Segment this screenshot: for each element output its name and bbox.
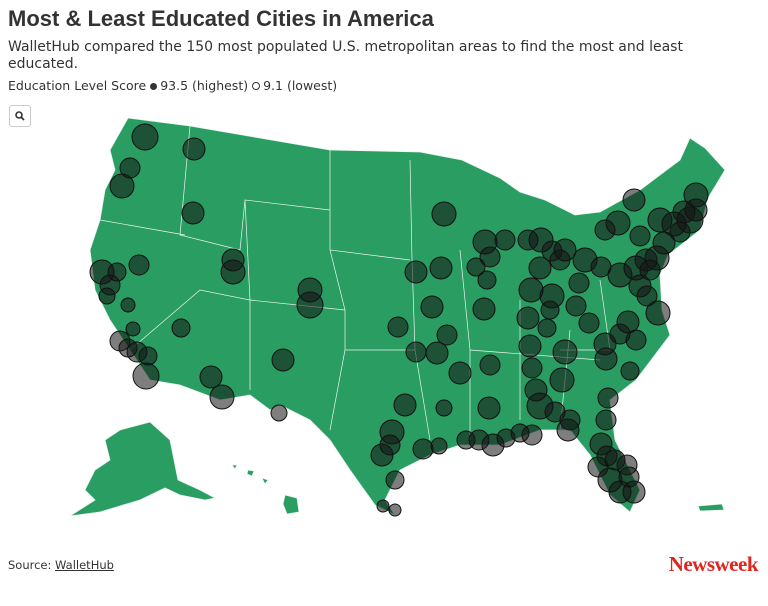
city-bubble[interactable] (494, 229, 516, 251)
source: Source: WalletHub (8, 558, 114, 572)
city-bubble[interactable] (431, 201, 457, 227)
city-bubble[interactable] (435, 399, 453, 417)
city-bubble[interactable] (132, 362, 160, 390)
zoom-button[interactable] (9, 105, 31, 127)
city-bubble[interactable] (636, 285, 658, 307)
city-bubble[interactable] (479, 354, 501, 376)
brand-logo: Newsweek (668, 552, 759, 576)
city-bubble[interactable] (595, 409, 617, 431)
zoom-icon (15, 111, 25, 121)
legend-min: 9.1 (lowest) (263, 78, 338, 93)
city-bubble[interactable] (622, 188, 646, 212)
city-bubble[interactable] (171, 318, 191, 338)
city-bubble[interactable] (537, 318, 557, 338)
city-bubble[interactable] (553, 238, 577, 262)
city-bubble[interactable] (182, 137, 206, 161)
city-bubble[interactable] (404, 260, 428, 284)
city-bubble[interactable] (556, 418, 580, 442)
city-bubble[interactable] (472, 297, 496, 321)
city-bubble[interactable] (479, 246, 501, 268)
city-bubble[interactable] (131, 123, 159, 151)
source-prefix: Source: (8, 558, 52, 572)
city-bubble[interactable] (209, 384, 235, 410)
city-bubble[interactable] (669, 221, 691, 243)
city-bubble[interactable] (518, 334, 542, 358)
city-bubble[interactable] (270, 404, 288, 422)
city-bubble[interactable] (220, 259, 246, 285)
subtitle: WalletHub compared the 150 most populate… (8, 39, 683, 72)
city-bubble[interactable] (565, 295, 587, 317)
city-bubble[interactable] (477, 270, 497, 290)
city-bubble[interactable] (430, 437, 448, 455)
city-bubble[interactable] (296, 291, 324, 319)
title: Most & Least Educated Cities in America (8, 6, 434, 31)
city-bubble[interactable] (109, 173, 135, 199)
city-bubble[interactable] (379, 434, 401, 456)
map (69, 117, 726, 517)
city-bubble[interactable] (517, 229, 539, 251)
city-bubble[interactable] (388, 503, 402, 517)
city-bubble[interactable] (420, 295, 444, 319)
city-bubble[interactable] (429, 256, 453, 280)
legend-ring (252, 82, 261, 90)
city-bubble[interactable] (521, 357, 543, 379)
city-bubble[interactable] (107, 262, 127, 282)
city-bubble[interactable] (594, 219, 616, 241)
city-bubble[interactable] (387, 316, 409, 338)
city-bubble[interactable] (645, 300, 671, 326)
city-bubble[interactable] (412, 438, 434, 460)
city-bubble[interactable] (448, 361, 472, 385)
city-bubble[interactable] (385, 470, 405, 490)
city-bubble[interactable] (199, 365, 223, 389)
legend-dot (150, 82, 158, 90)
legend-label: Education Level Score (8, 78, 147, 93)
legend-max: 93.5 (highest) (160, 78, 249, 93)
city-bubble[interactable] (405, 341, 427, 363)
city-bubble[interactable] (425, 341, 449, 365)
city-bubble[interactable] (620, 361, 640, 381)
city-bubble[interactable] (125, 321, 141, 337)
city-bubble[interactable] (578, 312, 600, 334)
city-bubble[interactable] (516, 306, 540, 330)
city-bubble[interactable] (376, 499, 390, 513)
city-bubble[interactable] (639, 259, 661, 281)
city-bubble[interactable] (120, 297, 136, 313)
city-bubble[interactable] (528, 256, 552, 280)
city-bubble[interactable] (271, 348, 295, 372)
city-bubble[interactable] (568, 272, 590, 294)
city-bubble[interactable] (594, 347, 618, 371)
city-bubble[interactable] (436, 324, 458, 346)
city-bubble[interactable] (549, 367, 575, 393)
source-link[interactable]: WalletHub (55, 558, 114, 572)
alaska (69, 421, 217, 517)
legend: Education Level Score 93.5 (highest) 9.1 (… (8, 78, 337, 93)
city-bubble[interactable] (128, 254, 150, 276)
city-bubble[interactable] (539, 283, 565, 309)
city-bubble[interactable] (587, 456, 609, 478)
city-bubble[interactable] (618, 466, 640, 488)
city-bubble[interactable] (466, 257, 486, 277)
city-bubble[interactable] (552, 339, 578, 365)
city-bubble[interactable] (98, 287, 116, 305)
city-bubble[interactable] (616, 310, 640, 334)
city-bubble[interactable] (684, 198, 708, 222)
puerto-rico (697, 503, 725, 512)
city-bubble[interactable] (393, 393, 417, 417)
city-bubble[interactable] (544, 401, 566, 423)
city-bubble[interactable] (138, 346, 158, 366)
city-bubble[interactable] (477, 396, 501, 420)
city-bubble[interactable] (181, 201, 205, 225)
city-bubble[interactable] (629, 225, 651, 247)
city-bubbles (89, 123, 709, 517)
city-bubble[interactable] (521, 424, 543, 446)
city-bubble[interactable] (597, 387, 619, 409)
hawaii (231, 464, 300, 515)
city-bubble[interactable] (518, 277, 544, 303)
